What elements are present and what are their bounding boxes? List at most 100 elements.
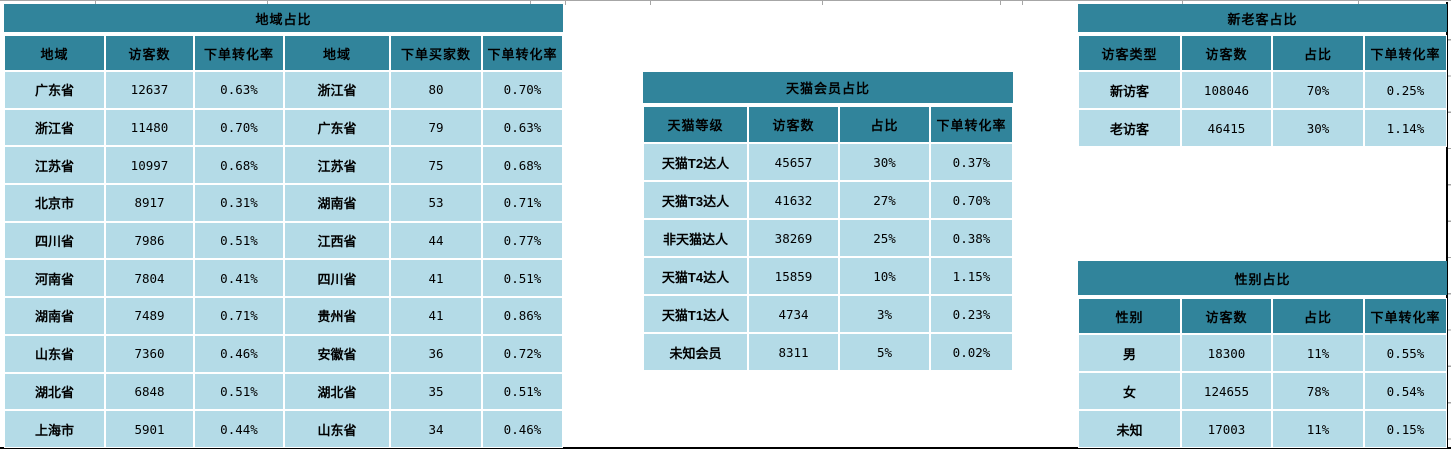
table-cell[interactable]: 新访客 bbox=[1078, 71, 1181, 109]
table-cell[interactable]: 山东省 bbox=[4, 334, 105, 373]
table-cell[interactable]: 天猫T1达人 bbox=[643, 295, 748, 333]
table-cell[interactable]: 0.31% bbox=[194, 184, 284, 222]
table-cell[interactable]: 0.02% bbox=[930, 333, 1013, 371]
table-cell[interactable]: 0.70% bbox=[482, 71, 563, 109]
table-cell[interactable]: 7804 bbox=[105, 259, 194, 298]
table-cell[interactable]: 0.51% bbox=[482, 259, 563, 298]
table-cell[interactable]: 41 bbox=[390, 259, 482, 298]
table-cell[interactable]: 0.51% bbox=[482, 372, 563, 411]
table-cell[interactable]: 78% bbox=[1272, 372, 1364, 410]
region-share-title-cell[interactable]: 地域占比 bbox=[4, 4, 563, 32]
table-cell[interactable]: 5% bbox=[839, 333, 930, 371]
table-cell[interactable]: 30% bbox=[839, 143, 930, 181]
tmall-member-share-title-cell[interactable]: 天猫会员占比 bbox=[643, 72, 1013, 103]
table-cell[interactable]: 41632 bbox=[748, 181, 839, 219]
table-cell[interactable]: 天猫T3达人 bbox=[643, 181, 748, 219]
table-cell[interactable]: 湖北省 bbox=[284, 372, 390, 411]
table-cell[interactable]: 15859 bbox=[748, 257, 839, 295]
table-cell[interactable]: 女 bbox=[1078, 372, 1181, 410]
table-cell[interactable]: 8917 bbox=[105, 184, 194, 222]
table-cell[interactable]: 6848 bbox=[105, 372, 194, 411]
table-cell[interactable]: 0.51% bbox=[194, 221, 284, 260]
table-cell[interactable]: 老访客 bbox=[1078, 109, 1181, 147]
column-header[interactable]: 下单买家数 bbox=[390, 35, 482, 71]
table-cell[interactable]: 80 bbox=[390, 71, 482, 109]
column-header[interactable]: 下单转化率 bbox=[482, 35, 563, 71]
table-cell[interactable]: 广东省 bbox=[284, 108, 390, 147]
column-header[interactable]: 性别 bbox=[1078, 298, 1181, 334]
table-cell[interactable]: 安徽省 bbox=[284, 334, 390, 373]
table-cell[interactable]: 70% bbox=[1272, 71, 1364, 109]
table-cell[interactable]: 0.46% bbox=[194, 334, 284, 373]
table-cell[interactable]: 36 bbox=[390, 334, 482, 373]
table-cell[interactable]: 四川省 bbox=[4, 221, 105, 260]
table-cell[interactable]: 天猫T4达人 bbox=[643, 257, 748, 295]
table-cell[interactable]: 0.46% bbox=[482, 410, 563, 448]
table-cell[interactable]: 4734 bbox=[748, 295, 839, 333]
table-cell[interactable]: 38269 bbox=[748, 219, 839, 257]
table-cell[interactable]: 34 bbox=[390, 410, 482, 448]
table-cell[interactable]: 0.55% bbox=[1364, 334, 1447, 372]
table-cell[interactable]: 广东省 bbox=[4, 71, 105, 109]
table-cell[interactable]: 1.15% bbox=[930, 257, 1013, 295]
table-cell[interactable]: 10% bbox=[839, 257, 930, 295]
gender-share-title-cell[interactable]: 性别占比 bbox=[1078, 261, 1447, 295]
table-cell[interactable]: 0.70% bbox=[930, 181, 1013, 219]
table-cell[interactable]: 124655 bbox=[1181, 372, 1272, 410]
table-cell[interactable]: 0.70% bbox=[194, 108, 284, 147]
table-cell[interactable]: 30% bbox=[1272, 109, 1364, 147]
column-header[interactable]: 占比 bbox=[1272, 298, 1364, 334]
new-old-visitor-share-title-cell[interactable]: 新老客占比 bbox=[1078, 4, 1447, 32]
table-cell[interactable]: 0.38% bbox=[930, 219, 1013, 257]
column-header[interactable]: 占比 bbox=[1272, 35, 1364, 71]
table-cell[interactable]: 3% bbox=[839, 295, 930, 333]
column-header[interactable]: 访客数 bbox=[1181, 35, 1272, 71]
table-cell[interactable]: 天猫T2达人 bbox=[643, 143, 748, 181]
table-cell[interactable]: 0.68% bbox=[194, 146, 284, 185]
table-cell[interactable]: 41 bbox=[390, 297, 482, 335]
table-cell[interactable]: 12637 bbox=[105, 71, 194, 109]
table-cell[interactable]: 0.86% bbox=[482, 297, 563, 335]
column-header[interactable]: 访客数 bbox=[748, 106, 839, 143]
table-cell[interactable]: 25% bbox=[839, 219, 930, 257]
table-cell[interactable]: 10997 bbox=[105, 146, 194, 185]
table-cell[interactable]: 108046 bbox=[1181, 71, 1272, 109]
column-header[interactable]: 访客数 bbox=[1181, 298, 1272, 334]
column-header[interactable]: 访客数 bbox=[105, 35, 194, 71]
table-cell[interactable]: 0.54% bbox=[1364, 372, 1447, 410]
table-cell[interactable]: 0.51% bbox=[194, 372, 284, 411]
column-header[interactable]: 下单转化率 bbox=[1364, 298, 1447, 334]
table-cell[interactable]: 8311 bbox=[748, 333, 839, 371]
table-cell[interactable]: 79 bbox=[390, 108, 482, 147]
table-cell[interactable]: 0.77% bbox=[482, 221, 563, 260]
table-cell[interactable]: 44 bbox=[390, 221, 482, 260]
table-cell[interactable]: 0.71% bbox=[482, 184, 563, 222]
table-cell[interactable]: 0.25% bbox=[1364, 71, 1447, 109]
column-header[interactable]: 地域 bbox=[4, 35, 105, 71]
column-header[interactable]: 下单转化率 bbox=[930, 106, 1013, 143]
table-cell[interactable]: 未知会员 bbox=[643, 333, 748, 371]
table-cell[interactable]: 0.41% bbox=[194, 259, 284, 298]
table-cell[interactable]: 浙江省 bbox=[4, 108, 105, 147]
table-cell[interactable]: 1.14% bbox=[1364, 109, 1447, 147]
table-cell[interactable]: 5901 bbox=[105, 410, 194, 448]
table-cell[interactable]: 17003 bbox=[1181, 410, 1272, 448]
column-header[interactable]: 访客类型 bbox=[1078, 35, 1181, 71]
table-cell[interactable]: 浙江省 bbox=[284, 71, 390, 109]
table-cell[interactable]: 53 bbox=[390, 184, 482, 222]
table-cell[interactable]: 18300 bbox=[1181, 334, 1272, 372]
column-header[interactable]: 占比 bbox=[839, 106, 930, 143]
table-cell[interactable]: 0.37% bbox=[930, 143, 1013, 181]
table-cell[interactable]: 上海市 bbox=[4, 410, 105, 448]
table-cell[interactable]: 11% bbox=[1272, 334, 1364, 372]
table-cell[interactable]: 7360 bbox=[105, 334, 194, 373]
table-cell[interactable]: 非天猫达人 bbox=[643, 219, 748, 257]
table-cell[interactable]: 46415 bbox=[1181, 109, 1272, 147]
column-header[interactable]: 天猫等级 bbox=[643, 106, 748, 143]
table-cell[interactable]: 11480 bbox=[105, 108, 194, 147]
table-cell[interactable]: 7986 bbox=[105, 221, 194, 260]
table-cell[interactable]: 0.15% bbox=[1364, 410, 1447, 448]
table-cell[interactable]: 0.23% bbox=[930, 295, 1013, 333]
table-cell[interactable]: 贵州省 bbox=[284, 297, 390, 335]
table-cell[interactable]: 0.72% bbox=[482, 334, 563, 373]
